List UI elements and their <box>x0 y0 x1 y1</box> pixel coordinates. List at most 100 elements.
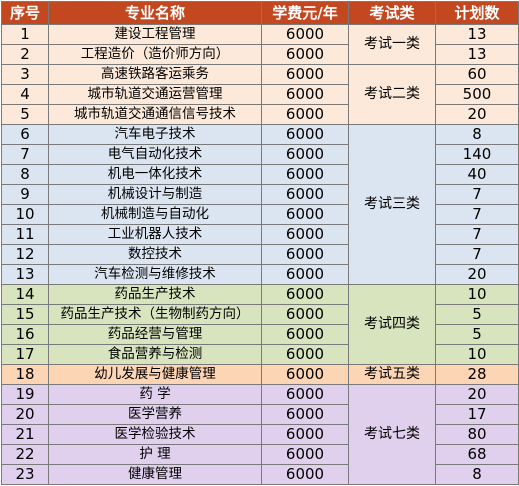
row-fee: 6000 <box>261 384 349 405</box>
table-row: 17 食品营养与检测 6000 10 <box>1 344 519 365</box>
row-plan: 7 <box>435 204 519 225</box>
header-category: 考试类 <box>348 1 436 25</box>
table-row: 5 城市轨道交通通信信号技术 6000 20 <box>1 104 519 125</box>
row-plan: 68 <box>435 444 519 465</box>
row-major: 药品生产技术 <box>48 284 262 305</box>
row-plan: 500 <box>435 84 519 105</box>
table-row: 23 健康管理 6000 8 <box>1 464 519 485</box>
row-plan: 5 <box>435 304 519 325</box>
row-plan: 7 <box>435 184 519 205</box>
row-no: 11 <box>1 224 49 245</box>
header-plan: 计划数 <box>435 1 519 25</box>
row-plan: 20 <box>435 264 519 285</box>
table-body: 1 建设工程管理 6000 考试一类 13 2 工程造价（造价师方向） 6000 13 3 高速铁路… <box>1 24 519 485</box>
row-no: 1 <box>1 24 49 45</box>
row-plan: 13 <box>435 44 519 65</box>
row-no: 10 <box>1 204 49 225</box>
table-row: 2 工程造价（造价师方向） 6000 13 <box>1 44 519 65</box>
row-category: 考试二类 <box>348 64 436 125</box>
row-fee: 6000 <box>261 224 349 245</box>
row-no: 17 <box>1 344 49 365</box>
table-row: 15 药品生产技术（生物制药方向） 6000 5 <box>1 304 519 325</box>
row-fee: 6000 <box>261 244 349 265</box>
row-major: 药 学 <box>48 384 262 405</box>
row-no: 19 <box>1 384 49 405</box>
row-major: 机械制造与自动化 <box>48 204 262 225</box>
row-major: 食品营养与检测 <box>48 344 262 365</box>
row-no: 9 <box>1 184 49 205</box>
row-category: 考试五类 <box>348 364 436 385</box>
row-no: 20 <box>1 404 49 425</box>
row-category: 考试四类 <box>348 284 436 365</box>
row-fee: 6000 <box>261 264 349 285</box>
row-category: 考试七类 <box>348 384 436 485</box>
row-major: 药品生产技术（生物制药方向） <box>48 304 262 325</box>
row-major: 高速铁路客运乘务 <box>48 64 262 85</box>
row-fee: 6000 <box>261 84 349 105</box>
row-major: 药品经营与管理 <box>48 324 262 345</box>
row-major: 幼儿发展与健康管理 <box>48 364 262 385</box>
table-row: 10 机械制造与自动化 6000 7 <box>1 204 519 225</box>
header-fee: 学费元/年 <box>261 1 349 25</box>
table-row: 13 汽车检测与维修技术 6000 20 <box>1 264 519 285</box>
row-category: 考试三类 <box>348 124 436 285</box>
row-fee: 6000 <box>261 44 349 65</box>
row-no: 5 <box>1 104 49 125</box>
row-fee: 6000 <box>261 104 349 125</box>
row-fee: 6000 <box>261 144 349 165</box>
row-fee: 6000 <box>261 424 349 445</box>
row-no: 7 <box>1 144 49 165</box>
table-row: 14 药品生产技术 6000 考试四类 10 <box>1 284 519 365</box>
row-no: 4 <box>1 84 49 105</box>
row-plan: 20 <box>435 384 519 405</box>
row-major: 护 理 <box>48 444 262 465</box>
row-major: 医学检验技术 <box>48 424 262 445</box>
row-fee: 6000 <box>261 124 349 145</box>
row-no: 3 <box>1 64 49 85</box>
header-major: 专业名称 <box>48 1 262 25</box>
row-fee: 6000 <box>261 404 349 425</box>
table-row: 3 高速铁路客运乘务 6000 考试二类 60 <box>1 64 519 125</box>
row-major: 工程造价（造价师方向） <box>48 44 262 65</box>
row-category: 考试一类 <box>348 24 436 65</box>
row-plan: 28 <box>435 364 519 385</box>
row-major: 数控技术 <box>48 244 262 265</box>
row-no: 8 <box>1 164 49 185</box>
table-row: 16 药品经营与管理 6000 5 <box>1 324 519 345</box>
table-row: 12 数控技术 6000 7 <box>1 244 519 265</box>
row-major: 汽车检测与维修技术 <box>48 264 262 285</box>
row-fee: 6000 <box>261 324 349 345</box>
row-major: 电气自动化技术 <box>48 144 262 165</box>
table-row: 22 护 理 6000 68 <box>1 444 519 465</box>
row-fee: 6000 <box>261 364 349 385</box>
row-no: 14 <box>1 284 49 305</box>
table-row: 6 汽车电子技术 6000 考试三类 8 <box>1 124 519 285</box>
row-major: 城市轨道交通通信信号技术 <box>48 104 262 125</box>
row-major: 健康管理 <box>48 464 262 485</box>
row-major: 医学营养 <box>48 404 262 425</box>
row-plan: 8 <box>435 124 519 145</box>
table-row: 21 医学检验技术 6000 80 <box>1 424 519 445</box>
row-major: 工业机器人技术 <box>48 224 262 245</box>
row-plan: 60 <box>435 64 519 85</box>
row-plan: 10 <box>435 344 519 365</box>
table-row: 11 工业机器人技术 6000 7 <box>1 224 519 245</box>
row-plan: 140 <box>435 144 519 165</box>
row-fee: 6000 <box>261 204 349 225</box>
row-fee: 6000 <box>261 164 349 185</box>
table-row: 20 医学营养 6000 17 <box>1 404 519 425</box>
row-no: 2 <box>1 44 49 65</box>
table-row: 19 药 学 6000 考试七类 20 <box>1 384 519 485</box>
table-row: 4 城市轨道交通运营管理 6000 500 <box>1 84 519 105</box>
row-no: 18 <box>1 364 49 385</box>
row-no: 13 <box>1 264 49 285</box>
row-plan: 20 <box>435 104 519 125</box>
row-no: 12 <box>1 244 49 265</box>
row-no: 16 <box>1 324 49 345</box>
row-fee: 6000 <box>261 24 349 45</box>
row-no: 6 <box>1 124 49 145</box>
row-no: 15 <box>1 304 49 325</box>
row-fee: 6000 <box>261 184 349 205</box>
row-major: 城市轨道交通运营管理 <box>48 84 262 105</box>
